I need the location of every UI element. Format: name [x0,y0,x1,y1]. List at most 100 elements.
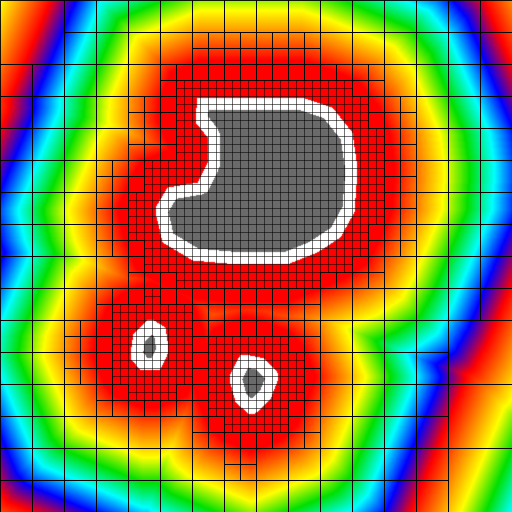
quadtree-cell [304,400,321,417]
quadtree-cell [112,400,129,417]
quadtree-cell [368,200,377,209]
quadtree-cell [352,152,361,161]
quadtree-cell [400,144,417,161]
quadtree-cell [240,240,249,249]
quadtree-cell [352,112,361,121]
quadtree-cell [368,208,377,217]
quadtree-cell [32,416,65,449]
quadtree-cell [232,368,241,377]
quadtree-cell [192,0,225,33]
quadtree-cell [200,240,209,249]
quadtree-cell [192,152,201,161]
quadtree-cell [144,184,153,193]
quadtree-cell [336,200,345,209]
quadtree-cell [96,320,113,337]
quadtree-cell [216,88,225,97]
quadtree-cell [264,336,273,345]
quadtree-cell [176,208,185,217]
quadtree-cell [144,288,153,297]
quadtree-cell [240,424,249,433]
quadtree-cell [128,112,145,129]
quadtree-cell [136,312,145,321]
quadtree-cell [360,248,369,257]
quadtree-cell [208,168,217,177]
quadtree-cell [336,192,345,201]
quadtree-cell [280,120,289,129]
quadtree-cell [128,32,161,65]
quadtree-cell [256,80,265,89]
quadtree-cell [288,184,297,193]
quadtree-cell [288,176,297,185]
quadtree-cell [160,336,169,345]
quadtree-cell [176,80,185,89]
quadtree-cell [368,160,377,169]
quadtree-cell [256,248,265,257]
quadtree-cell [360,208,369,217]
quadtree-cell [272,96,281,105]
quadtree-cell [152,208,161,217]
quadtree-cell [176,224,185,233]
quadtree-cell [200,96,209,105]
quadtree-cell [304,128,313,137]
quadtree-cell [328,112,337,121]
quadtree-cell [216,360,225,369]
quadtree-cell [176,280,185,289]
quadtree-cell [192,88,201,97]
quadtree-cell [120,328,129,337]
quadtree-cell [256,48,273,65]
quadtree-cell [144,320,153,329]
quadtree-cell [352,192,361,201]
quadtree-cell [128,368,137,377]
quadtree-cell [376,144,385,153]
quadtree-cell [480,0,512,33]
quadtree-cell [128,176,145,193]
quadtree-cell [264,376,273,385]
quadtree-cell [360,160,369,169]
quadtree-cell [0,0,65,65]
quadtree-cell [80,352,97,369]
quadtree-cell [216,344,225,353]
quadtree-cell [152,232,161,241]
quadtree-cell [240,232,249,241]
quadtree-cell [248,376,257,385]
quadtree-cell [320,96,329,105]
quadtree-cell [296,280,305,289]
quadtree-cell [312,176,321,185]
quadtree-cell [208,400,217,409]
quadtree-cell [312,184,321,193]
quadtree-cell [288,232,297,241]
quadtree-cell [240,368,249,377]
quadtree-cell [208,32,225,49]
quadtree-cell [312,264,321,273]
quadtree-cell [232,96,241,105]
quadtree-cell [264,368,273,377]
quadtree-cell [128,312,137,321]
quadtree-cell [368,184,377,193]
quadtree-cell [136,216,145,225]
quadtree-cell [136,360,145,369]
quadtree-cell [152,336,161,345]
quadtree-cell [240,120,249,129]
quadtree-cell [288,168,297,177]
quadtree-cell [160,304,169,313]
quadtree-cell [264,224,273,233]
quadtree-cell [232,336,241,345]
quadtree-cell [280,176,289,185]
quadtree-cell [184,304,193,313]
quadtree-cell [304,368,321,385]
quadtree-cell [288,160,297,169]
quadtree-cell [128,0,161,33]
quadtree-cell [0,96,33,129]
quadtree-cell [96,368,113,385]
quadtree-cell [216,248,225,257]
quadtree-cell [344,152,353,161]
quadtree-cell [112,368,121,377]
quadtree-cell [128,200,137,209]
quadtree-cell [248,144,257,153]
quadtree-cell [344,144,353,153]
quadtree-cell [336,176,345,185]
quadtree-cell [224,376,233,385]
quadtree-cell [232,88,241,97]
quadtree-cell [224,160,233,169]
quadtree-cell [280,424,289,433]
